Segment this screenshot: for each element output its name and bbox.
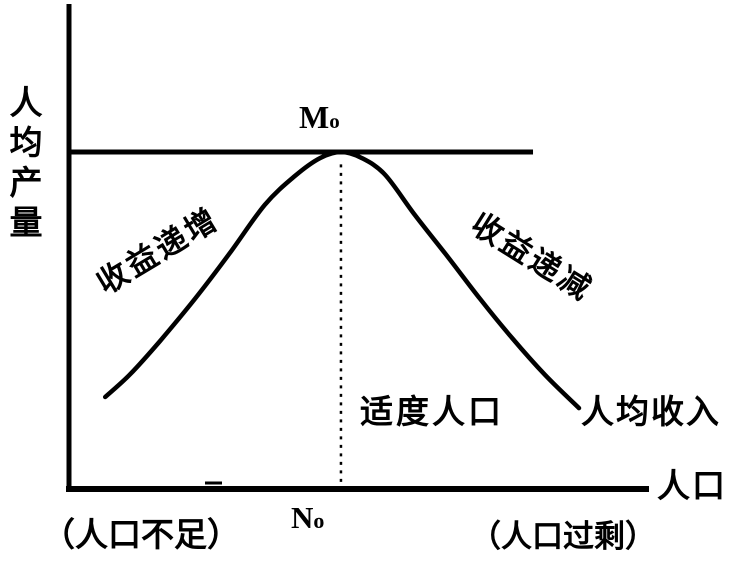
over-population-zone-label: （人口过剩） — [470, 519, 656, 554]
y-axis-label: 人均产量 — [4, 85, 40, 245]
output-curve — [102, 149, 582, 411]
optimal-population-tick-label: No — [291, 502, 324, 533]
peak-point-label: Mo — [299, 101, 340, 133]
tick-label-main: N — [291, 500, 314, 535]
x-axis-label: 人口 — [657, 469, 727, 505]
curve-name-label: 人均收入 — [581, 395, 721, 431]
peak-label-sub: o — [329, 109, 340, 133]
tick-label-sub: o — [313, 508, 325, 533]
under-population-zone-label: （人口不足） — [42, 518, 240, 554]
optimal-population-label: 适度人口 — [360, 395, 504, 431]
peak-label-main: M — [299, 99, 330, 135]
